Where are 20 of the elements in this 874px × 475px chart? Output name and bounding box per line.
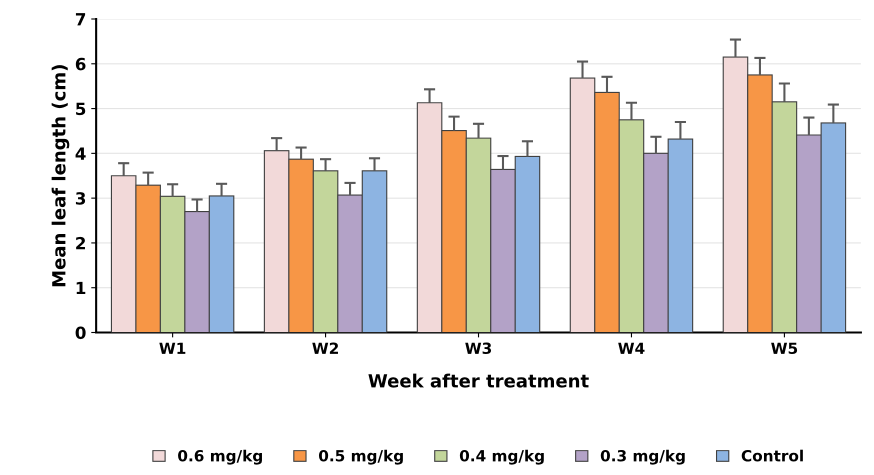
legend-label: 0.3 mg/kg	[600, 450, 685, 465]
y-tick-label: 0	[76, 326, 86, 340]
x-tick-label: W2	[312, 342, 338, 354]
x-tick-label: W5	[771, 342, 798, 354]
legend-label: 0.6 mg/kg	[178, 450, 262, 465]
x-tick-label: W1	[159, 342, 186, 354]
y-tick-label: 3	[76, 192, 86, 205]
y-tick-label: 1	[76, 282, 86, 294]
y-tick-label: 5	[76, 102, 86, 116]
x-axis-title: Week after treatment	[368, 374, 589, 388]
y-tick-label: 4	[76, 148, 86, 160]
y-tick-label: 7	[76, 13, 86, 26]
x-tick-label: W3	[465, 342, 492, 354]
y-axis-title: Mean leaf length (cm)	[52, 65, 70, 286]
y-tick-label: 2	[76, 236, 85, 250]
x-tick-label: W4	[618, 342, 645, 354]
legend-label: 0.5 mg/kg	[318, 450, 403, 465]
y-tick-label: 6	[76, 58, 86, 70]
legend-label: 0.4 mg/kg	[460, 450, 544, 465]
legend-label: Control	[742, 450, 803, 462]
